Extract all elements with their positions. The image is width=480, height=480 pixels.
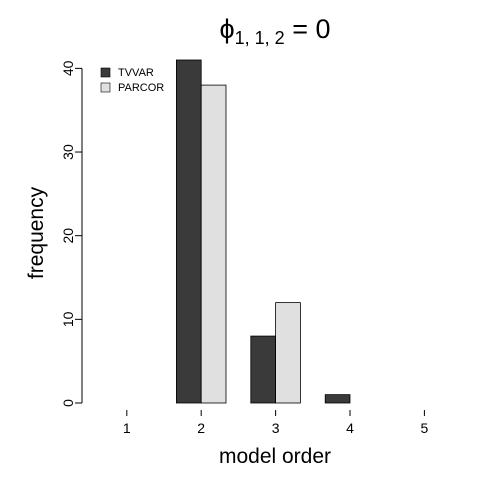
bar-tvvar-4 <box>324 394 351 404</box>
y-tick-label: 0 <box>60 399 76 407</box>
x-axis-title: model order <box>219 445 331 468</box>
bar-parcor-3 <box>275 302 301 404</box>
y-tick-label: 40 <box>60 60 76 76</box>
legend-swatch-parcor <box>100 82 111 93</box>
y-axis: 0 10 20 30 40 <box>60 60 83 407</box>
y-tick-label: 10 <box>60 311 76 327</box>
y-axis-title: frequency <box>25 186 48 279</box>
bar-parcor-2 <box>200 84 227 404</box>
legend-label-tvvar: TVVAR <box>118 67 154 79</box>
legend-label-parcor: PARCOR <box>118 82 164 94</box>
y-tick-label: 30 <box>60 144 76 160</box>
legend: TVVAR PARCOR <box>100 67 164 94</box>
chart-title: ϕ1, 1, 2 = 0 <box>220 14 331 48</box>
bar-tvvar-3 <box>250 335 277 404</box>
x-tick-label: 4 <box>346 420 354 436</box>
y-tick-label: 20 <box>60 228 76 244</box>
x-tick-label: 5 <box>421 420 429 436</box>
x-tick-label: 2 <box>197 420 205 436</box>
legend-swatch-tvvar <box>100 67 111 78</box>
x-tick-label: 3 <box>272 420 280 436</box>
bar-tvvar-2 <box>175 59 202 404</box>
title-subscript: 1, 1, 2 <box>235 28 285 48</box>
bars-group <box>175 59 351 404</box>
x-tick-label: 1 <box>123 420 131 436</box>
title-suffix: = 0 <box>285 14 331 44</box>
x-axis: 1 2 3 4 5 <box>123 410 429 436</box>
title-symbol: ϕ <box>220 14 235 44</box>
